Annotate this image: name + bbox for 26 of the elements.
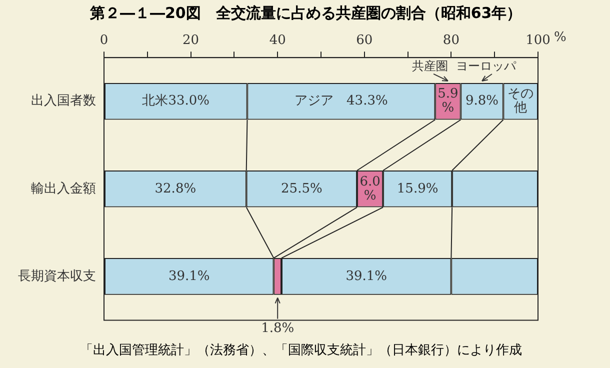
- data-label: 北米33.0%: [142, 94, 210, 109]
- series-label: その他: [508, 86, 534, 116]
- x-tick-label: 100: [526, 33, 550, 48]
- data-label: 6.0%: [360, 174, 380, 204]
- x-tick-label: 40: [269, 33, 286, 48]
- data-label: 39.1%: [168, 268, 210, 284]
- series-label: 共産圏: [412, 59, 448, 74]
- chart-title: 第２―１―20図 全交流量に占める共産圏の割合（昭和63年）: [89, 3, 523, 24]
- data-label: 25.5%: [281, 181, 322, 196]
- y-tick-label: 出入国者数: [31, 94, 96, 109]
- x-tick-label: 20: [182, 33, 200, 48]
- data-label: 9.8%: [466, 94, 499, 109]
- data-label: 5.9%: [438, 86, 458, 116]
- data-label: 15.9%: [396, 181, 438, 196]
- data-label: 1.8%: [261, 321, 294, 336]
- x-axis-title: %: [554, 30, 566, 45]
- data-label: アジア 43.3%: [294, 94, 388, 109]
- data-label: 32.8%: [154, 181, 196, 196]
- x-tick-label: 80: [442, 33, 460, 48]
- x-tick-label: 0: [100, 33, 108, 48]
- y-tick-label: 輸出入金額: [31, 181, 96, 196]
- x-tick-label: 60: [356, 33, 373, 48]
- series-label: ヨーロッパ: [456, 59, 517, 74]
- data-label: 39.1%: [346, 268, 388, 284]
- text: 「出入国管理統計」（法務省）、「国際収支統計」（日本銀行）により作成: [79, 342, 523, 360]
- y-tick-label: 長期資本収支: [18, 268, 96, 284]
